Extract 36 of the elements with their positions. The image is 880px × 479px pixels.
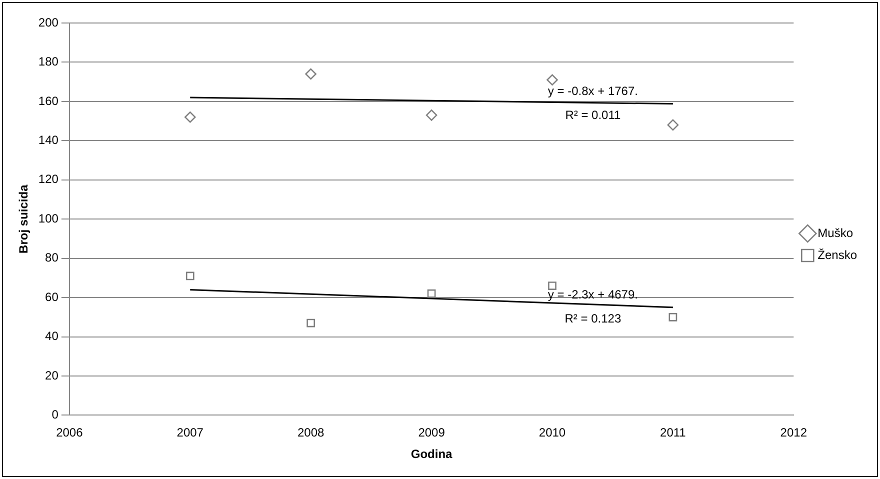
point [426,110,438,121]
point [305,68,316,80]
y-tick-label: 200 [38,15,59,30]
point [184,111,196,123]
annotation: y = -2.3x + 4679. [548,288,638,302]
legend-label: Muško [818,226,854,240]
y-tick-label: 80 [45,250,59,265]
x-tick-label: 2009 [418,426,446,440]
point [668,312,678,322]
point [186,272,194,280]
x-tick-label: 2010 [538,426,566,440]
y-tick-label: 100 [38,211,59,226]
y-tick-label: 180 [38,54,59,69]
y-axis-title: Broj suicida [16,184,31,254]
annotation: R² = 0.123 [564,312,622,326]
x-tick-label: 2008 [297,426,324,440]
x-tick-label: 2012 [780,426,808,440]
x-axis-title: Godina [410,447,453,462]
point [667,119,679,131]
y-tick-label: 60 [45,290,59,304]
y-tick-label: 120 [38,172,59,186]
y-tick-label: 140 [38,132,59,147]
point [548,282,556,290]
point [546,74,558,86]
y-tick-label: 40 [45,329,59,344]
y-tick-label: 160 [38,94,59,108]
x-tick-label: 2006 [56,426,84,440]
annotation: y = -0.8x + 1767. [548,84,638,98]
x-tick-label: 2007 [176,426,204,440]
annotation: R² = 0.011 [565,108,622,122]
point [306,318,316,328]
legend-label: Žensko [818,248,858,262]
y-tick-label: 0 [52,408,59,422]
x-tick-label: 2011 [660,426,686,440]
y-tick-label: 20 [45,368,59,382]
point [427,289,436,298]
